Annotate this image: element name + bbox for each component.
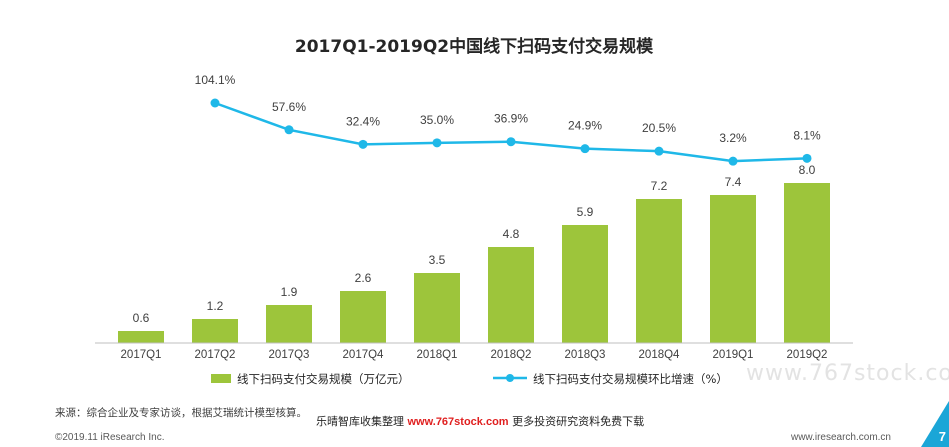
bar-label-2019Q1: 7.4: [725, 175, 742, 189]
x-tick-2018Q2: 2018Q2: [491, 349, 532, 361]
bar-2019Q1: [710, 195, 756, 343]
legend-line-marker: [506, 374, 514, 382]
copyright: ©2019.11 iResearch Inc.: [55, 432, 165, 443]
legend: 线下扫码支付交易规模（万亿元） 线下扫码支付交易规模环比增速（%）: [211, 372, 728, 386]
line-label-2019Q1: 3.2%: [719, 131, 747, 145]
x-tick-2018Q4: 2018Q4: [639, 349, 681, 361]
bar-2017Q2: [192, 319, 238, 343]
line-series: 104.1% 57.6% 32.4% 35.0% 36.9% 24.9% 20.5% 3.2%…: [195, 73, 821, 166]
x-axis-ticks: 2017Q1 2017Q2 2017Q3 2017Q4 2018Q1 2018Q2 2018…: [121, 349, 828, 361]
bar-label-2018Q3: 5.9: [577, 205, 594, 219]
bar-label-2017Q1: 0.6: [133, 311, 150, 325]
line-label-2017Q4: 32.4%: [346, 114, 380, 128]
bar-2017Q4: [340, 291, 386, 343]
bar-2018Q2: [488, 247, 534, 343]
corner-decoration: [921, 401, 949, 447]
x-tick-2018Q1: 2018Q1: [417, 349, 458, 361]
line-point-2017Q4: [358, 139, 368, 149]
line-label-2018Q1: 35.0%: [420, 113, 454, 127]
x-tick-2017Q4: 2017Q4: [343, 349, 385, 361]
banner-link[interactable]: www.767stock.com: [407, 416, 509, 428]
bar-label-2017Q4: 2.6: [355, 271, 372, 285]
line-label-2017Q2: 104.1%: [195, 73, 236, 87]
x-tick-2019Q2: 2019Q2: [787, 349, 828, 361]
bar-2019Q2: [784, 183, 830, 343]
chart-title: 2017Q1-2019Q2中国线下扫码支付交易规模: [295, 36, 654, 57]
line-label-2018Q2: 36.9%: [494, 112, 528, 126]
line-point-2017Q3: [284, 125, 294, 135]
page-number: 7: [938, 429, 946, 444]
line-point-2018Q1: [432, 138, 442, 148]
x-tick-2018Q3: 2018Q3: [565, 349, 606, 361]
footer-site[interactable]: www.iresearch.com.cn: [790, 432, 891, 443]
x-tick-2017Q1: 2017Q1: [121, 349, 162, 361]
banner-prefix: 乐晴智库收集整理: [316, 415, 404, 428]
bar-label-2018Q1: 3.5: [429, 253, 446, 267]
x-tick-2017Q2: 2017Q2: [195, 349, 236, 361]
bar-label-2018Q4: 7.2: [651, 179, 668, 193]
promo-banner: 乐晴智库收集整理 www.767stock.com 更多投资研究资料免费下载: [316, 413, 644, 429]
x-tick-2017Q3: 2017Q3: [269, 349, 310, 361]
line-point-2019Q2: [802, 153, 812, 163]
banner-suffix: 更多投资研究资料免费下载: [512, 415, 645, 428]
bar-label-2018Q2: 4.8: [503, 227, 520, 241]
bar-label-2019Q2: 8.0: [799, 163, 816, 177]
line-label-2017Q3: 57.6%: [272, 100, 306, 114]
line-label-2018Q3: 24.9%: [568, 119, 602, 133]
bar-label-2017Q3: 1.9: [281, 285, 298, 299]
bar-2017Q1: [118, 331, 164, 343]
line-label-2019Q2: 8.1%: [793, 128, 821, 142]
bar-2018Q3: [562, 225, 608, 343]
legend-line-label: 线下扫码支付交易规模环比增速（%）: [533, 372, 728, 386]
line-point-2017Q2: [210, 98, 220, 108]
legend-bar-label: 线下扫码支付交易规模（万亿元）: [237, 372, 410, 386]
line-point-2018Q4: [654, 146, 664, 156]
line-point-2018Q3: [580, 144, 590, 154]
source-note: 来源：综合企业及专家访谈，根据艾瑞统计模型核算。: [55, 407, 307, 419]
bar-2018Q4: [636, 199, 682, 343]
bar-series: 0.6 1.2 1.9 2.6 3.5 4.8 5.9 7.2 7.4 8.0: [118, 163, 830, 343]
watermark: www.767stock.com: [746, 361, 949, 386]
x-tick-2019Q1: 2019Q1: [713, 349, 754, 361]
line-label-2018Q4: 20.5%: [642, 121, 676, 135]
bar-label-2017Q2: 1.2: [207, 299, 224, 313]
line-point-2018Q2: [506, 137, 516, 147]
bar-2018Q1: [414, 273, 460, 343]
line-point-2019Q1: [728, 156, 738, 166]
legend-bar-swatch: [211, 374, 231, 383]
bar-2017Q3: [266, 305, 312, 343]
